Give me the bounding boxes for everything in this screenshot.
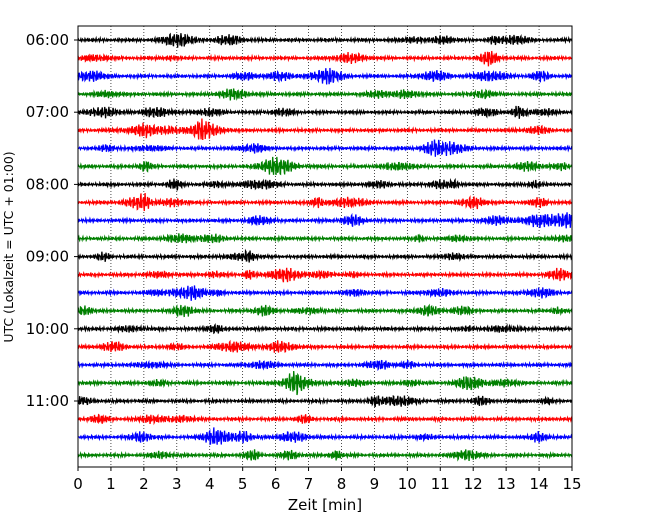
seismic-trace — [77, 323, 573, 335]
y-tick-label: 07:00 — [26, 103, 69, 121]
seismic-trace — [77, 67, 573, 85]
x-tick-label: 10 — [398, 475, 417, 493]
y-tick-label: 09:00 — [26, 248, 69, 266]
plot-area — [78, 26, 572, 467]
seismic-trace — [77, 233, 573, 244]
x-tick-label: 3 — [172, 475, 182, 493]
y-tick-label: 10:00 — [26, 320, 69, 338]
seismic-trace — [77, 413, 573, 426]
seismic-trace — [77, 139, 573, 157]
seismic-trace — [77, 395, 573, 408]
seismic-trace — [77, 371, 573, 396]
x-axis-ticks: 0 1 2 3 4 5 6 7 8 9 10 11 12 13 14 15 — [73, 467, 582, 493]
seismic-trace — [77, 156, 573, 176]
y-axis-ticks: 06:00 07:00 08:00 09:00 10:00 11:00 — [26, 31, 78, 410]
x-tick-label: 11 — [431, 475, 450, 493]
seismic-trace — [77, 427, 573, 446]
x-tick-label: 6 — [271, 475, 281, 493]
seismic-trace — [77, 118, 573, 141]
x-tick-label: 13 — [497, 475, 516, 493]
y-tick-label: 08:00 — [26, 175, 69, 193]
seismic-trace — [77, 88, 573, 101]
seismic-traces — [77, 32, 573, 462]
x-tick-label: 2 — [139, 475, 149, 493]
y-tick-label: 11:00 — [26, 392, 69, 410]
y-axis-label: UTC (Lokalzeit = UTC + 01:00) — [1, 151, 16, 342]
x-tick-label: 1 — [106, 475, 116, 493]
seismic-trace — [77, 267, 573, 283]
y-tick-label: 06:00 — [26, 31, 69, 49]
seismic-trace — [77, 105, 573, 119]
seismic-trace — [77, 177, 573, 191]
seismic-trace — [77, 449, 573, 462]
seismic-trace — [77, 212, 573, 229]
seismic-trace — [77, 248, 573, 263]
plot-frame — [77, 25, 573, 468]
seismic-trace — [77, 50, 573, 67]
seismic-trace — [77, 359, 573, 372]
x-tick-label: 8 — [337, 475, 347, 493]
seismic-trace — [77, 285, 573, 301]
x-tick-label: 14 — [530, 475, 549, 493]
x-tick-label: 9 — [370, 475, 380, 493]
x-tick-label: 15 — [562, 475, 581, 493]
x-axis-label: Zeit [min] — [288, 496, 362, 514]
x-tick-label: 0 — [73, 475, 83, 493]
x-tick-label: 7 — [304, 475, 314, 493]
seismic-trace — [77, 32, 573, 48]
x-tick-label: 4 — [205, 475, 215, 493]
seismic-trace — [77, 339, 573, 353]
x-tick-label: 5 — [238, 475, 248, 493]
x-tick-label: 12 — [464, 475, 483, 493]
seismic-trace — [77, 192, 573, 212]
seismic-trace — [77, 303, 573, 318]
